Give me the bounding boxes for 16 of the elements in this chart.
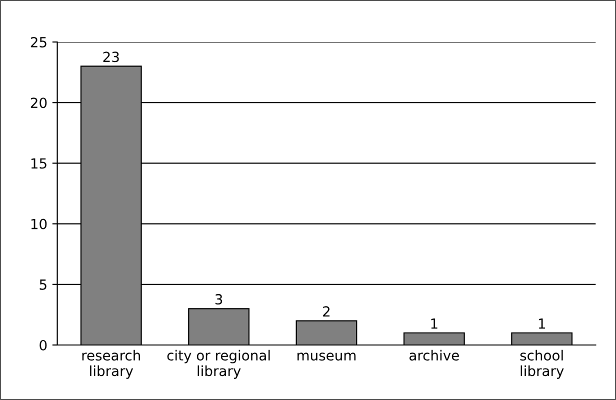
x-tick-label: museum — [298, 352, 356, 361]
data-label: 23 — [103, 52, 119, 62]
y-tick-label: 15 — [31, 158, 46, 169]
y-tick-label: 0 — [40, 340, 47, 350]
x-tick-label: school library — [520, 350, 564, 379]
data-label: 1 — [538, 318, 545, 329]
y-tick-label: 20 — [30, 98, 47, 108]
data-label: 3 — [215, 294, 222, 305]
x-tick-label: archive — [410, 350, 459, 361]
x-tick-label: research library — [82, 350, 140, 379]
y-tick-label: 10 — [31, 218, 47, 230]
data-label: 1 — [431, 318, 438, 329]
data-label: 2 — [323, 306, 330, 316]
y-tick-label: 25 — [30, 36, 46, 48]
x-tick-label: city or regional library — [167, 350, 270, 379]
y-tick-label: 5 — [40, 280, 46, 290]
